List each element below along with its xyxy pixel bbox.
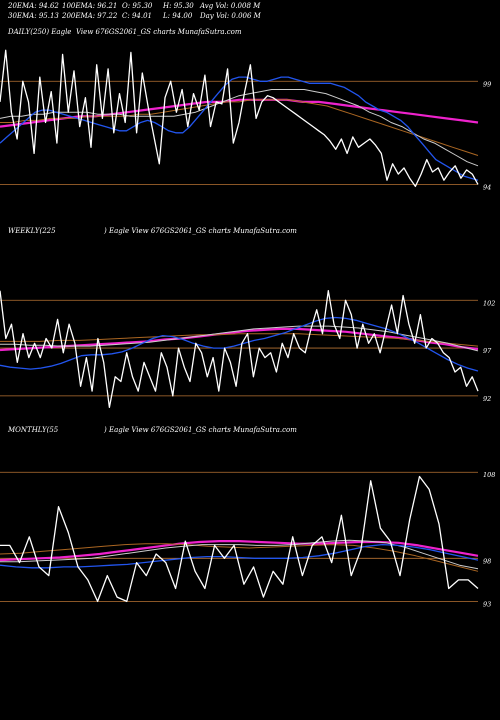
weekly-ema-brown-line [0, 333, 479, 347]
daily-ytick-label-1: 94 [483, 183, 491, 191]
daily-ytick-label-0: 99 [483, 80, 491, 88]
weekly-ema-long-line [0, 327, 479, 352]
monthly-panel: 108 98 93 [0, 471, 495, 608]
header-avg-vol: Avg Vol: 0.008 M [199, 2, 261, 10]
weekly-ytick-label-1: 97 [483, 347, 492, 355]
weekly-title: WEEKLY(225 [8, 227, 56, 235]
indicator-header: 20EMA: 94.62 100EMA: 96.21 O: 95.30 H: 9… [7, 2, 262, 20]
daily-ema-mid-line [0, 89, 479, 167]
monthly-ema-long-line [0, 539, 479, 562]
header-100ema: 100EMA: 96.21 [62, 2, 117, 10]
daily-subtitle: View 676GS2061_GS charts MunafaSutra.com [76, 28, 242, 36]
weekly-panel: 102 97 92 [0, 290, 495, 409]
header-30ema: 30EMA: 95.13 [8, 12, 59, 20]
weekly-ytick-label-0: 102 [483, 299, 495, 307]
daily-ema-brown-line [0, 99, 479, 156]
monthly-title: MONTHLY(55 [7, 426, 59, 434]
monthly-subtitle: ) Eagle View 676GS2061_GS charts MunafaS… [103, 426, 297, 434]
header-open: O: 95.30 [122, 2, 153, 10]
weekly-ytick-label-2: 92 [483, 395, 491, 403]
monthly-ema-short-line [0, 543, 479, 569]
monthly-ytick-label-1: 98 [483, 557, 491, 565]
daily-ema-long-line [0, 98, 479, 128]
header-20ema: 20EMA: 94.62 [7, 2, 59, 10]
weekly-price-line [0, 290, 479, 409]
header-200ema: 200EMA: 97.22 [61, 12, 118, 20]
daily-panel: 99 94 [0, 49, 491, 191]
header-close: C: 94.01 [122, 12, 152, 20]
monthly-ytick-label-2: 93 [483, 600, 491, 608]
daily-title: DAILY(250) Eagle [7, 28, 71, 36]
daily-price-line [0, 49, 479, 188]
monthly-ema-brown-line [0, 543, 479, 572]
monthly-price-line [0, 475, 479, 603]
weekly-subtitle: ) Eagle View 676GS2061_GS charts MunafaS… [103, 227, 297, 235]
monthly-ytick-label-0: 108 [483, 471, 495, 479]
daily-ema-short-line [0, 76, 479, 181]
header-day-vol: Day Vol: 0.006 M [199, 12, 262, 20]
header-low: L: 94.00 [162, 12, 193, 20]
weekly-ema-short-line [0, 316, 479, 372]
header-high: H: 95.30 [162, 2, 194, 10]
